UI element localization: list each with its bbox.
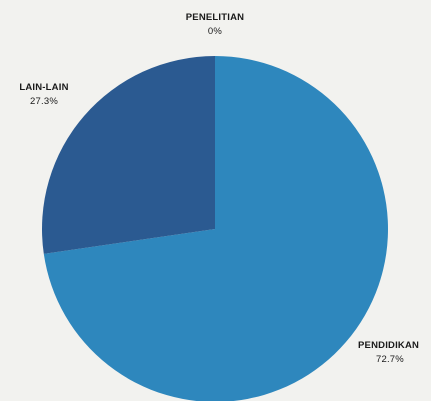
pie-slice-pendidikan (43, 56, 388, 401)
slice-percent-pendidikan: 72.7% (376, 354, 404, 365)
slice-percent-penelitian: 0% (207, 26, 223, 37)
slice-label-penelitian: PENELITIAN 0% (172, 11, 258, 39)
slice-name-lain-lain: LAIN-LAIN (19, 82, 69, 93)
pie-slice-lain-lain (41, 55, 215, 254)
slice-name-pendidikan: PENDIDIKAN (358, 340, 420, 351)
slice-name-penelitian: PENELITIAN (185, 12, 245, 23)
slice-label-pendidikan: PENDIDIKAN 72.7% (358, 339, 431, 367)
slice-label-lain-lain: LAIN-LAIN 27.3% (4, 81, 84, 109)
slice-percent-lain-lain: 27.3% (30, 96, 58, 107)
